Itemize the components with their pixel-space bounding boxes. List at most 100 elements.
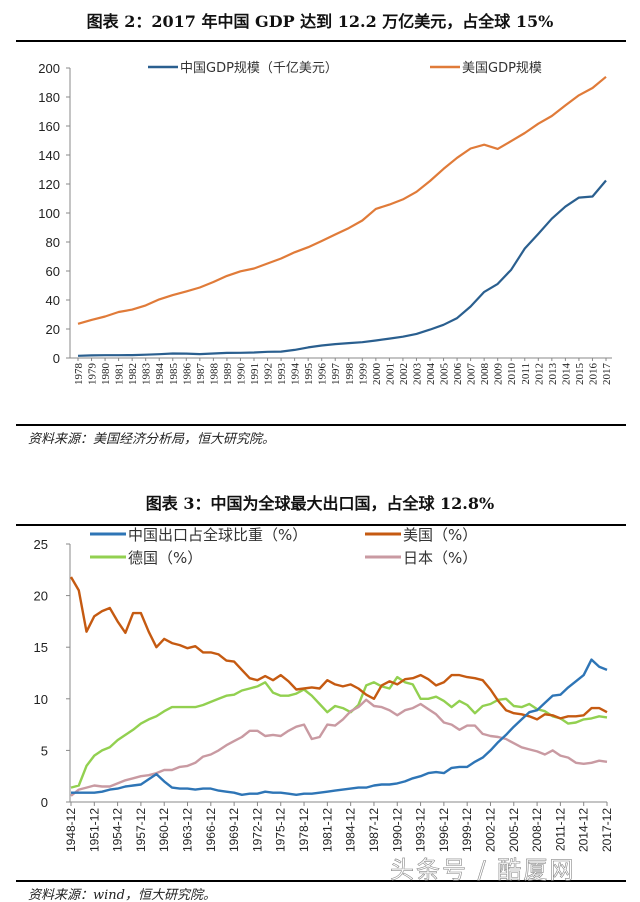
chart-3-title: 图表 3：中国为全球最大出口国，占全球 12.8%: [145, 494, 495, 513]
y-tick-label: 5: [41, 743, 48, 758]
x-tick-label: 2014-12: [577, 808, 591, 852]
x-tick-label: 1982: [127, 363, 139, 385]
x-tick-label: 1963-12: [181, 808, 195, 852]
chart-2-source: 资料来源：美国经济分析局，恒大研究院。: [28, 432, 276, 447]
x-tick-label: 1984-12: [344, 808, 358, 852]
x-tick-label: 2003: [411, 363, 423, 386]
y-tick-label: 0: [53, 351, 60, 366]
y-tick-label: 20: [46, 322, 60, 337]
x-tick-label: 2017-12: [600, 808, 614, 852]
x-tick-label: 1992: [263, 363, 275, 385]
y-tick-label: 0: [41, 795, 48, 810]
x-tick-label: 1989: [222, 363, 234, 386]
series-line-2: [70, 675, 608, 789]
x-tick-label: 1978-12: [297, 808, 311, 852]
x-tick-label: 2017: [601, 363, 613, 386]
x-tick-label: 2004: [425, 363, 437, 386]
y-tick-label: 160: [38, 119, 60, 134]
x-tick-label: 2008-12: [530, 808, 544, 852]
x-tick-label: 2002-12: [483, 808, 497, 852]
x-tick-label: 2008: [479, 363, 491, 386]
series-line-0: [77, 179, 607, 357]
chart-2-title: 图表 2：2017 年中国 GDP 达到 12.2 万亿美元，占全球 15%: [86, 12, 554, 31]
x-tick-label: 2001: [384, 363, 396, 385]
x-tick-label: 1969-12: [227, 808, 241, 852]
x-tick-label: 1948-12: [64, 808, 78, 852]
x-tick-label: 1991: [249, 363, 261, 385]
x-tick-label: 1988: [208, 363, 220, 386]
x-tick-label: 1980: [100, 363, 112, 386]
x-tick-label: 2016: [587, 363, 599, 386]
y-tick-label: 120: [38, 177, 60, 192]
x-tick-label: 2010: [506, 363, 518, 386]
x-tick-label: 1981: [114, 363, 126, 385]
series-line-3: [70, 698, 608, 797]
chart-3-source: 资料来源：wind，恒大研究院。: [28, 888, 216, 902]
x-tick-label: 1990-12: [390, 808, 404, 852]
x-tick-label: 2000: [371, 363, 383, 386]
x-tick-label: 2011: [520, 363, 532, 385]
x-tick-label: 1993-12: [414, 808, 428, 852]
y-tick-label: 20: [34, 589, 48, 604]
series-line-0: [71, 658, 608, 796]
chart-3-bottom-rule: [16, 880, 626, 882]
x-tick-label: 1986: [181, 363, 193, 386]
x-tick-label: 1978: [73, 363, 85, 386]
x-tick-label: 2012: [533, 363, 545, 385]
legend-label-0: 中国出口占全球比重（%）: [128, 526, 307, 544]
x-tick-label: 1998: [344, 363, 356, 386]
x-tick-label: 1951-12: [87, 808, 101, 852]
legend-label-0: 中国GDP规模（千亿美元）: [180, 61, 338, 76]
x-tick-label: 1999: [357, 363, 369, 386]
x-tick-label: 1995: [303, 363, 315, 386]
x-tick-label: 2002: [398, 363, 410, 385]
legend-label-3: 日本（%）: [403, 549, 477, 567]
x-tick-label: 1999-12: [460, 808, 474, 852]
x-tick-label: 1987-12: [367, 808, 381, 852]
x-tick-label: 2006: [452, 363, 464, 386]
x-tick-label: 1975-12: [274, 808, 288, 852]
x-tick-label: 2013: [547, 363, 559, 386]
legend-label-1: 美国GDP规模: [462, 61, 542, 76]
x-tick-label: 1954-12: [111, 808, 125, 852]
y-tick-label: 180: [38, 90, 60, 105]
x-tick-label: 1979: [87, 363, 99, 386]
x-tick-label: 1985: [168, 363, 180, 386]
x-tick-label: 2005: [439, 363, 451, 386]
watermark: 头条号 / 酷厦网: [390, 856, 576, 885]
x-tick-label: 2005-12: [507, 808, 521, 852]
y-tick-label: 140: [38, 148, 60, 163]
y-tick-label: 25: [34, 537, 48, 552]
x-tick-label: 1993: [276, 363, 288, 386]
x-tick-label: 1996: [317, 363, 329, 386]
x-tick-label: 1972-12: [250, 808, 264, 852]
x-tick-label: 2007: [466, 363, 478, 386]
x-tick-label: 1983: [141, 363, 153, 386]
x-tick-label: 1990: [235, 363, 247, 386]
y-tick-label: 80: [46, 235, 60, 250]
x-tick-label: 1994: [290, 363, 302, 386]
y-tick-label: 100: [38, 206, 60, 221]
series-line-1: [69, 576, 608, 721]
y-tick-label: 200: [38, 61, 60, 76]
legend-label-1: 美国（%）: [403, 526, 477, 544]
y-tick-label: 60: [46, 264, 60, 279]
y-tick-label: 10: [34, 692, 48, 707]
x-tick-label: 1960-12: [157, 808, 171, 852]
x-tick-label: 1996-12: [437, 808, 451, 852]
y-tick-label: 40: [46, 293, 60, 308]
x-tick-label: 2015: [574, 363, 586, 386]
x-tick-label: 1981-12: [320, 808, 334, 852]
x-tick-label: 2009: [493, 363, 505, 386]
x-tick-label: 1987: [195, 363, 207, 386]
chart-2-top-rule: [16, 40, 626, 42]
series-line-1: [77, 75, 607, 325]
x-tick-label: 2011-12: [553, 808, 567, 851]
x-tick-label: 1957-12: [134, 808, 148, 852]
x-tick-label: 1984: [154, 363, 166, 386]
y-tick-label: 15: [34, 640, 48, 655]
x-tick-label: 2014: [560, 363, 572, 386]
legend-label-2: 德国（%）: [128, 549, 202, 567]
